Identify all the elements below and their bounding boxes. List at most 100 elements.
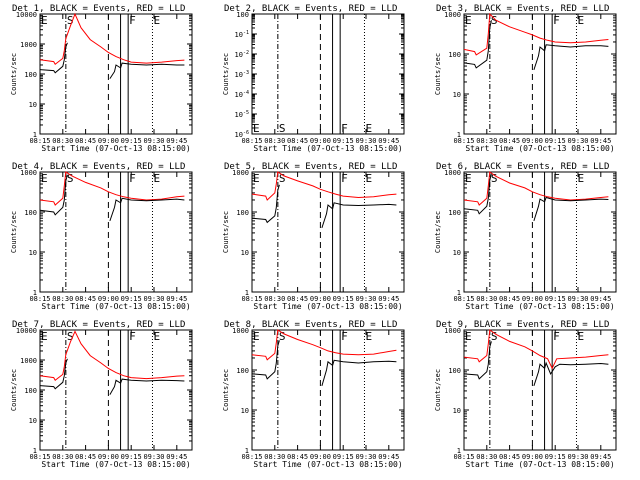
time-marker-label: F (341, 172, 348, 185)
x-tick-label: 09:15 (333, 295, 354, 303)
y-tick-label: 10 (453, 407, 461, 415)
lld-series-line (251, 171, 397, 201)
x-tick-label: 09:30 (567, 137, 588, 145)
y-tick-label: 1000 (444, 327, 461, 335)
y-tick-label: 1000 (444, 169, 461, 177)
time-marker-label: E (465, 172, 472, 185)
x-tick-label: 09:00 (310, 295, 331, 303)
x-tick-label: 08:15 (241, 295, 262, 303)
time-marker-label: F (553, 14, 560, 27)
y-tick-label: 100 (236, 209, 249, 217)
x-tick-label: 08:30 (52, 295, 73, 303)
events-series-line (463, 173, 492, 215)
x-tick-label: 09:15 (545, 453, 566, 461)
y-axis-label: Counts/sec (10, 369, 18, 411)
time-marker-label: E (253, 330, 260, 343)
y-tick-label: 10-1 (235, 30, 249, 39)
x-tick-label: 09:45 (590, 453, 611, 461)
time-marker-label: E (577, 14, 584, 27)
plot-frame (463, 171, 617, 293)
y-tick-label: 1000 (232, 169, 249, 177)
plot-frame (463, 13, 617, 135)
time-marker-label: E (41, 172, 48, 185)
time-marker-label: E (365, 172, 372, 185)
x-tick-label: 08:30 (52, 137, 73, 145)
y-tick-label: 100 (236, 367, 249, 375)
x-tick-label: 09:15 (333, 453, 354, 461)
y-tick-label: 10 (453, 249, 461, 257)
time-marker-label: S (491, 14, 498, 27)
x-tick-label: 08:45 (75, 137, 96, 145)
y-tick-label: 100 (24, 387, 37, 395)
x-tick-label: 08:45 (287, 453, 308, 461)
y-axis-label: Counts/sec (10, 53, 18, 95)
x-tick-label: 08:30 (264, 295, 285, 303)
y-tick-label: 1000 (20, 169, 37, 177)
events-series-line (251, 340, 280, 380)
x-tick-label: 09:30 (355, 453, 376, 461)
lld-series-line (39, 330, 185, 382)
y-tick-label: 1000 (232, 327, 249, 335)
lld-series-line (463, 171, 609, 206)
x-tick-label: 09:30 (143, 137, 164, 145)
lld-series-line (463, 329, 609, 370)
y-tick-label: 10-5 (235, 110, 249, 119)
x-tick-label: 09:00 (98, 453, 119, 461)
y-tick-label: 1000 (20, 357, 37, 365)
x-tick-label: 09:00 (522, 137, 543, 145)
time-marker-label: S (279, 172, 286, 185)
x-tick-label: 08:30 (264, 453, 285, 461)
y-tick-label: 1 (245, 447, 249, 455)
panel-title: Det 4, BLACK = Events, RED = LLD (12, 162, 185, 172)
x-tick-label: 08:45 (287, 137, 308, 145)
x-tick-label: 08:30 (476, 453, 497, 461)
events-series-line (533, 44, 609, 71)
x-tick-label: 09:00 (98, 137, 119, 145)
y-tick-label: 10 (29, 249, 37, 257)
events-series-line (321, 202, 397, 229)
time-marker-label: F (553, 330, 560, 343)
time-marker-label: E (465, 14, 472, 27)
plot-frame (39, 329, 193, 451)
y-tick-label: 10 (29, 417, 37, 425)
events-series-line (39, 174, 68, 216)
x-tick-label: 09:30 (567, 295, 588, 303)
x-tick-label: 09:15 (121, 137, 142, 145)
y-tick-label: 100 (24, 71, 37, 79)
x-tick-label: 09:15 (545, 137, 566, 145)
x-tick-label: 08:30 (476, 137, 497, 145)
time-marker-label: S (67, 14, 74, 27)
x-tick-label: 09:00 (98, 295, 119, 303)
x-tick-label: 08:45 (499, 137, 520, 145)
x-axis-label: Start Time (07-Oct-13 08:15:00) (465, 302, 614, 311)
x-tick-label: 09:15 (333, 137, 354, 145)
panel-title: Det 7, BLACK = Events, RED = LLD (12, 320, 185, 330)
time-marker-label: F (341, 122, 348, 135)
time-marker-label: F (553, 172, 560, 185)
time-marker-label: E (153, 172, 160, 185)
y-tick-label: 1 (457, 447, 461, 455)
time-marker-label: S (67, 330, 74, 343)
x-tick-label: 08:45 (75, 295, 96, 303)
y-tick-label: 1 (33, 289, 37, 297)
panel-title: Det 6, BLACK = Events, RED = LLD (436, 162, 609, 172)
y-tick-label: 10 (29, 101, 37, 109)
x-tick-label: 09:45 (378, 295, 399, 303)
x-tick-label: 09:00 (310, 137, 331, 145)
lld-series-line (463, 12, 609, 56)
y-tick-label: 100 (448, 209, 461, 217)
plot-frame (39, 13, 193, 135)
time-marker-label: S (491, 172, 498, 185)
y-axis-label: Counts/sec (222, 211, 230, 253)
y-axis-label: Counts/sec (222, 53, 230, 95)
y-axis-label: Counts/sec (434, 211, 442, 253)
x-tick-label: 09:30 (143, 295, 164, 303)
panel-title: Det 5, BLACK = Events, RED = LLD (224, 162, 397, 172)
x-tick-label: 09:15 (121, 453, 142, 461)
x-tick-label: 08:30 (264, 137, 285, 145)
plot-frame (251, 329, 405, 451)
x-tick-label: 09:45 (378, 137, 399, 145)
y-axis-label: Counts/sec (10, 211, 18, 253)
y-tick-label: 10-3 (235, 70, 249, 79)
time-marker-label: E (153, 330, 160, 343)
